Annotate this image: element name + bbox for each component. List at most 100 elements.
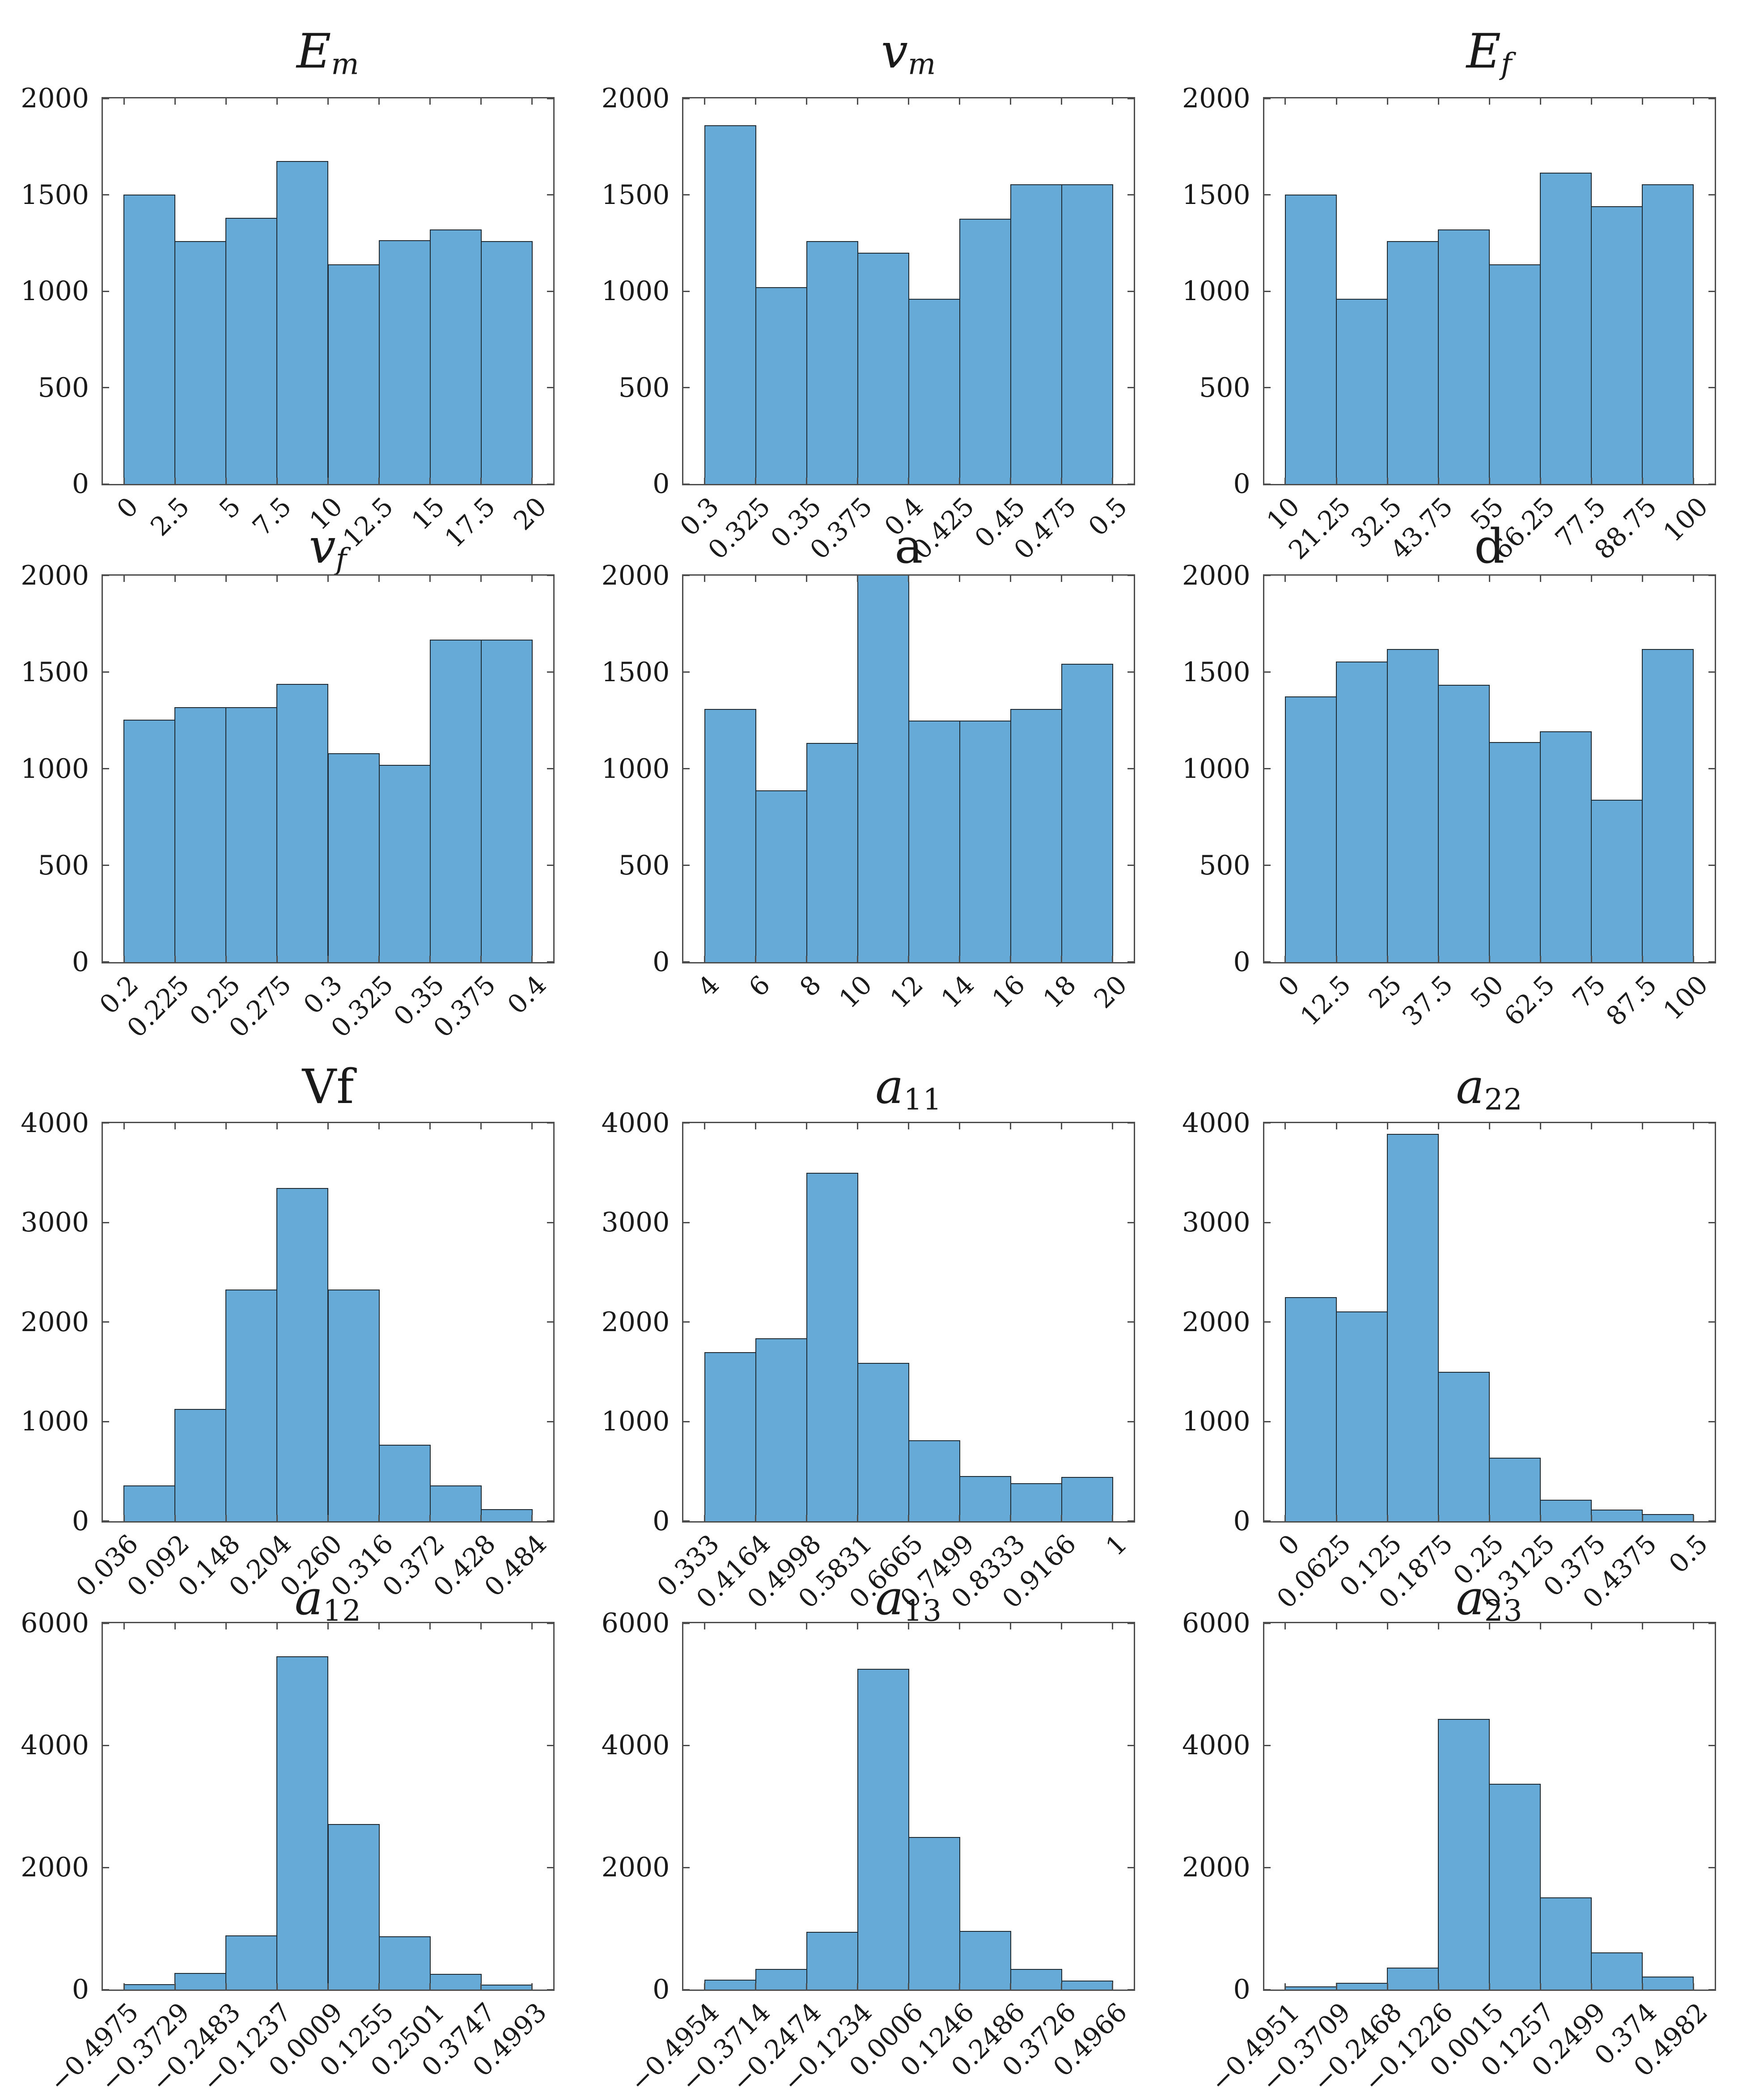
x-tick-mark: [531, 1983, 533, 1990]
y-tick-label: 1000: [601, 1406, 670, 1437]
subplot-title: a13: [682, 1567, 1135, 1629]
x-tick-mark: [755, 575, 757, 582]
x-tick-label: 0: [1272, 969, 1306, 1003]
x-tick-mark: [429, 478, 431, 484]
x-tick-mark: [276, 955, 278, 962]
x-tick-mark: [123, 1123, 125, 1129]
subplot-title: Em: [102, 20, 555, 83]
subplot-v_f: vf 0 500 1000 1500 2000 0.2 0.225 0.25 0.275 0.3 0.…: [0, 519, 581, 1050]
y-tick-label: 0: [1233, 1505, 1250, 1537]
x-tick-mark: [704, 955, 706, 962]
x-tick-mark: [1488, 575, 1490, 582]
x-tick-mark: [1641, 955, 1643, 962]
x-tick-mark: [1112, 1123, 1114, 1129]
y-tick-label: 2000: [21, 83, 89, 114]
histogram-bar: [480, 241, 533, 484]
x-tick-mark: [1641, 1123, 1643, 1129]
y-tick-mark: [1708, 1222, 1715, 1223]
y-tick-mark: [683, 1222, 690, 1223]
histogram-bar: [1387, 1968, 1439, 1990]
histogram-bar: [1010, 184, 1062, 484]
title-subscript: f: [335, 542, 348, 577]
histogram-bar: [1284, 195, 1337, 484]
x-tick-mark: [1641, 575, 1643, 582]
x-tick-mark: [1010, 98, 1012, 105]
x-tick-mark: [1284, 955, 1286, 962]
x-tick-mark: [480, 478, 482, 484]
y-tick-label: 500: [618, 372, 670, 403]
y-tick-mark: [103, 1623, 109, 1624]
x-tick-mark: [378, 1983, 380, 1990]
y-tick-mark: [547, 575, 553, 577]
histogram-bar: [1591, 206, 1643, 484]
x-tick-mark: [174, 955, 176, 962]
x-tick-mark: [704, 1623, 706, 1630]
x-tick-mark: [1437, 478, 1439, 484]
subplot-title: a11: [682, 1056, 1135, 1118]
y-tick-label: 1000: [1182, 753, 1250, 785]
x-tick-mark: [225, 575, 227, 582]
x-tick-mark: [1112, 1623, 1114, 1630]
x-tick-mark: [755, 478, 757, 484]
y-tick-mark: [1708, 98, 1715, 99]
y-tick-mark: [1127, 290, 1134, 292]
y-tick-mark: [547, 1123, 553, 1124]
plot-area: [682, 97, 1136, 485]
x-tick-mark: [225, 1623, 227, 1630]
histogram-bar: [755, 1338, 807, 1521]
histogram-bar: [480, 1509, 533, 1521]
x-tick-mark: [1284, 1983, 1286, 1990]
y-tick-mark: [103, 1744, 109, 1746]
x-tick-mark: [1335, 1515, 1337, 1521]
y-tick-label: 6000: [1182, 1608, 1250, 1639]
y-tick-mark: [1708, 1520, 1715, 1521]
y-tick-mark: [1708, 1321, 1715, 1323]
histogram-bar: [1284, 696, 1337, 962]
x-tick-mark: [1335, 1123, 1337, 1129]
x-tick-mark: [1386, 98, 1388, 105]
x-tick-mark: [1061, 1123, 1063, 1129]
histogram-bar: [959, 1931, 1011, 1990]
x-tick-mark: [806, 1623, 808, 1630]
y-tick-mark: [1708, 387, 1715, 388]
x-tick-mark: [1010, 1123, 1012, 1129]
x-tick-mark: [174, 575, 176, 582]
x-tick-mark: [531, 955, 533, 962]
x-tick-mark: [1437, 98, 1439, 105]
histogram-bar: [123, 195, 176, 484]
x-tick-mark: [1010, 478, 1012, 484]
y-tick-mark: [683, 1520, 690, 1521]
histogram-bar: [1284, 1297, 1337, 1521]
histogram-bar: [755, 287, 807, 484]
title-subscript: f: [1501, 47, 1513, 81]
y-tick-mark: [683, 483, 690, 484]
x-tick-mark: [1112, 478, 1114, 484]
x-tick-mark: [806, 575, 808, 582]
title-base: a: [875, 1570, 904, 1626]
x-tick-mark: [908, 1515, 910, 1521]
y-tick-mark: [1127, 865, 1134, 866]
y-tick-mark: [547, 1321, 553, 1323]
y-tick-label: 0: [72, 468, 89, 500]
y-tick-mark: [103, 1989, 109, 1990]
histogram-bar: [857, 253, 909, 484]
y-tick-mark: [1264, 575, 1271, 577]
x-tick-mark: [1061, 1983, 1063, 1990]
y-tick-label: 0: [72, 946, 89, 978]
x-tick-mark: [1488, 1623, 1490, 1630]
y-tick-mark: [1264, 961, 1271, 962]
x-tick-mark: [1641, 98, 1643, 105]
y-tick-label: 1000: [1182, 1406, 1250, 1437]
plot-area: [102, 97, 555, 485]
x-tick-mark: [123, 575, 125, 582]
histogram-bar: [755, 790, 807, 962]
x-tick-mark: [1010, 1983, 1012, 1990]
x-tick-mark: [1010, 575, 1012, 582]
x-tick-mark: [1641, 478, 1643, 484]
x-tick-label: 0: [1272, 1528, 1306, 1561]
y-tick-mark: [103, 1867, 109, 1868]
histogram-bar: [480, 639, 533, 962]
x-tick-mark: [327, 98, 329, 105]
x-tick-mark: [480, 955, 482, 962]
x-tick-mark: [755, 1123, 757, 1129]
